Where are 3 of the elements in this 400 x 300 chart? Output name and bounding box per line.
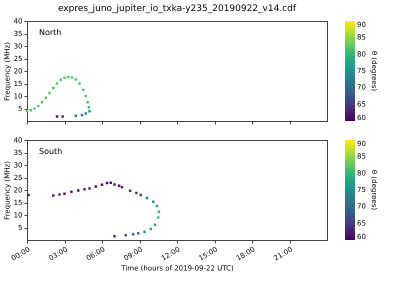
chart-title: expres_juno_jupiter_io_txka-y235_20190922_v14.cdf	[58, 4, 297, 14]
annotation: South	[39, 147, 62, 156]
annotation: North	[39, 28, 62, 37]
